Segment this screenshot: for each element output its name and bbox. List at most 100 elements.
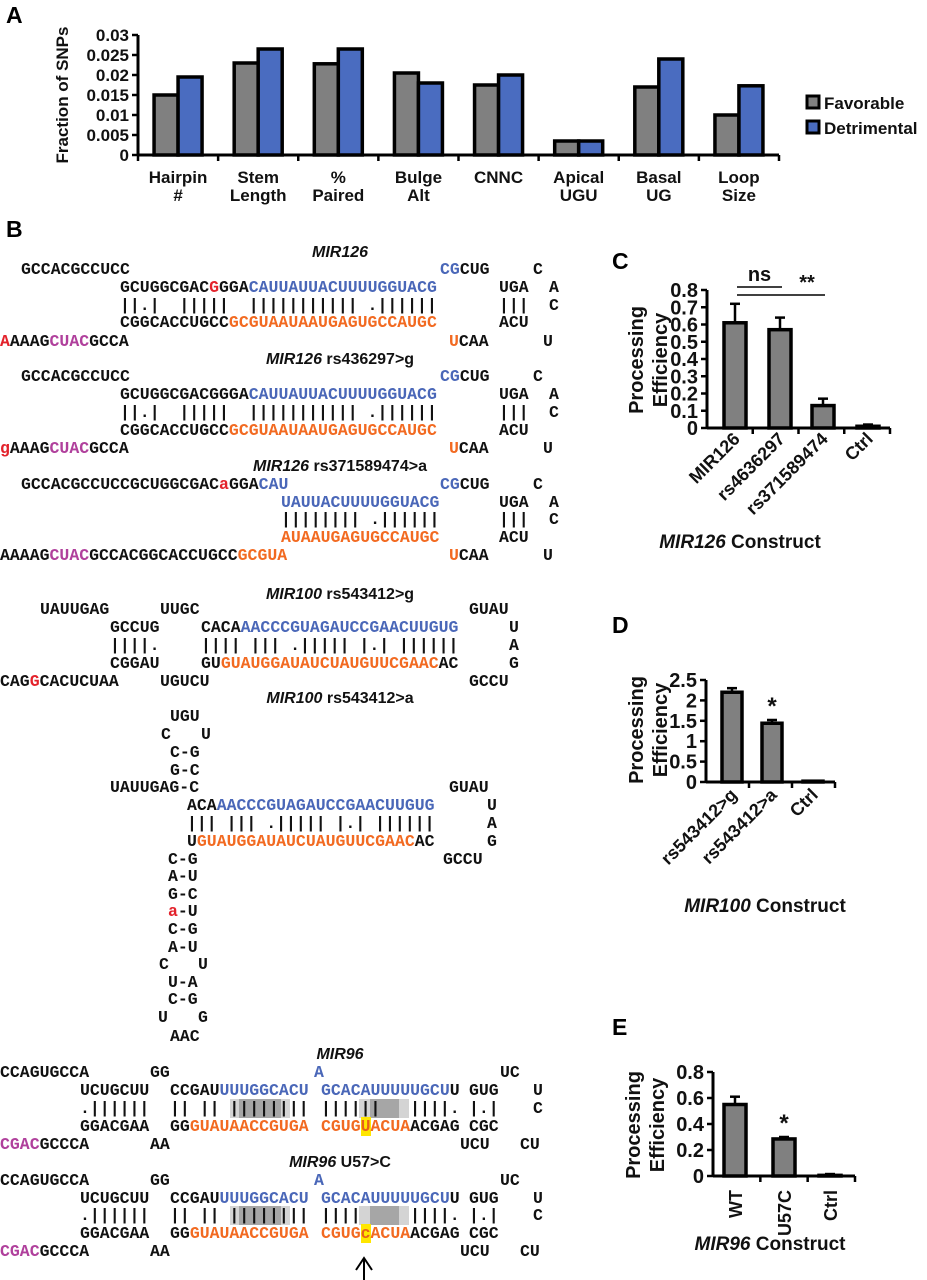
nucleotides: ||||. <box>110 636 160 655</box>
nucleotides: U <box>449 546 459 565</box>
y-axis-label: Efficiency <box>650 682 672 777</box>
sequence-fragment: UC <box>500 1172 520 1190</box>
nucleotides: U <box>187 832 197 851</box>
y-tick-label: 0.005 <box>86 126 129 145</box>
nucleotides: C <box>533 1206 543 1225</box>
x-category-label: UG <box>646 186 672 205</box>
nucleotides: UUUGGCACU <box>219 1189 309 1208</box>
nucleotides: GCCCA <box>39 1242 90 1261</box>
snp-nucleotide: G <box>209 278 220 297</box>
panel-label-b: B <box>6 216 23 242</box>
nucleotides: CG <box>440 475 460 494</box>
nucleotides: UGA <box>499 278 529 297</box>
sequence-fragment: U <box>487 797 497 815</box>
nucleotides: A-U <box>168 867 198 886</box>
sequence-fragment: GG <box>150 1064 170 1082</box>
nucleotides: C <box>549 296 559 315</box>
bar-detrimental <box>737 84 765 157</box>
x-axis-label: MIR126 Construct <box>659 532 821 553</box>
nucleotides: GUAUGGAUAUCUAUGUUCGAAC <box>220 654 439 673</box>
bar <box>760 721 784 784</box>
x-category-label: Basal <box>636 168 681 187</box>
snp-nucleotide: G <box>29 672 40 691</box>
nucleotides: GCUGGCGAC <box>120 278 210 297</box>
x-category-label: Paired <box>312 186 364 205</box>
nucleotides: |||| ||| .||||| |.| |||||| <box>201 636 459 655</box>
nucleotides: |||||||| .|||||| <box>281 510 440 529</box>
bar <box>801 779 825 784</box>
nucleotides: AAC <box>170 1027 200 1046</box>
nucleotides: G-C <box>168 885 198 904</box>
snp-nucleotide: a <box>219 475 229 494</box>
nucleotides: AACCCGUAGAUCCGAACUUGUG <box>216 796 435 815</box>
x-category-label: UGU <box>560 186 598 205</box>
sequence-fragment: CCGAUUUUGGCACU <box>170 1190 309 1208</box>
gene-name: MIR126 <box>265 351 322 368</box>
sequence-fragment: CGUGcACUAACGAG <box>321 1224 460 1243</box>
bar-detrimental <box>336 47 365 157</box>
nucleotides: GUAUAACCGUGA <box>189 1117 309 1136</box>
sequence-fragment: ||||. <box>110 637 160 655</box>
sequence-fragment: |||||| ||||. <box>321 1100 460 1118</box>
axis-label-text: Construct <box>751 896 847 917</box>
bar-favorable <box>152 93 180 157</box>
sequence-fragment: GGACGAA <box>80 1118 149 1136</box>
sequence-fragment: A <box>549 279 559 297</box>
nucleotides: AAAAG <box>0 546 50 565</box>
nucleotides: |.| <box>469 1206 499 1225</box>
nucleotides: UGA <box>499 385 529 404</box>
sequence-fragment: ||| <box>499 297 529 315</box>
sequence-fragment: CGGCACCUGCCGCGUAAUAAUGAGUGCCAUGC <box>120 314 437 332</box>
nucleotides: GCCUG <box>110 618 160 637</box>
nucleotides: UGUCU <box>160 672 210 691</box>
snp-nucleotide: g <box>0 439 10 458</box>
sequence-fragment: G-C <box>168 886 198 904</box>
nucleotides: UUGC <box>160 600 200 619</box>
sequence-fragment: CCAGUGCCA <box>0 1172 89 1190</box>
nucleotides: U <box>543 332 553 351</box>
sequence-fragment: CGCUG <box>440 261 490 279</box>
sequence-fragment: GUAU <box>449 779 489 797</box>
bar-favorable <box>472 83 501 157</box>
nucleotides: .|||||| <box>80 1206 150 1225</box>
y-tick-label: 0.4 <box>670 349 699 371</box>
y-tick-label: 0 <box>120 146 129 165</box>
y-tick-label: 0 <box>686 772 697 794</box>
y-tick-label: 0.2 <box>670 384 698 406</box>
nucleotides: CUG <box>459 367 490 386</box>
nucleotides: CGAC <box>0 1135 40 1154</box>
sequence-fragment: UCAA <box>449 333 489 351</box>
nucleotides: CAA <box>458 332 489 351</box>
x-category-label: Bulge <box>395 168 442 187</box>
bar-detrimental <box>256 47 284 157</box>
sequence-fragment: U <box>509 619 519 637</box>
bar-detrimental <box>657 57 685 157</box>
nucleotides: A-U <box>168 938 198 957</box>
gene-name: MIR96 <box>289 1154 337 1171</box>
sequence-fragment: U <box>543 547 553 565</box>
nucleotides: C <box>533 260 543 279</box>
nucleotides: .|||||| <box>80 1099 150 1118</box>
nucleotides: A <box>549 278 559 297</box>
nucleotides: U <box>509 618 519 637</box>
nucleotides: U <box>198 955 208 974</box>
axis-label-text: Construct <box>750 1234 846 1255</box>
bar-detrimental <box>576 139 605 157</box>
sequence-fragment: A-U <box>168 868 198 886</box>
x-category-label: Loop <box>718 168 760 187</box>
y-tick-label: 2.5 <box>669 670 697 692</box>
legend-label: Detrimental <box>824 119 918 138</box>
sequence-fragment: ACU <box>499 314 529 332</box>
sequence-fragment: CU <box>520 1136 540 1154</box>
sequence-fragment: C <box>533 1100 543 1118</box>
bar <box>722 321 748 430</box>
nucleotides: C <box>549 403 559 422</box>
sequence-fragment: UGU <box>170 708 200 726</box>
x-category-label: Size <box>722 186 756 205</box>
sequence-fragment: ||| ||| .||||| |.| |||||| <box>187 815 435 833</box>
nucleotides: U <box>449 439 459 458</box>
sequence-fragment: UGA <box>499 279 529 297</box>
nucleotides: GUAUAACCGUGA <box>189 1224 309 1243</box>
mutated-nucleotide: U <box>360 1117 371 1136</box>
nucleotides: G <box>487 832 497 851</box>
